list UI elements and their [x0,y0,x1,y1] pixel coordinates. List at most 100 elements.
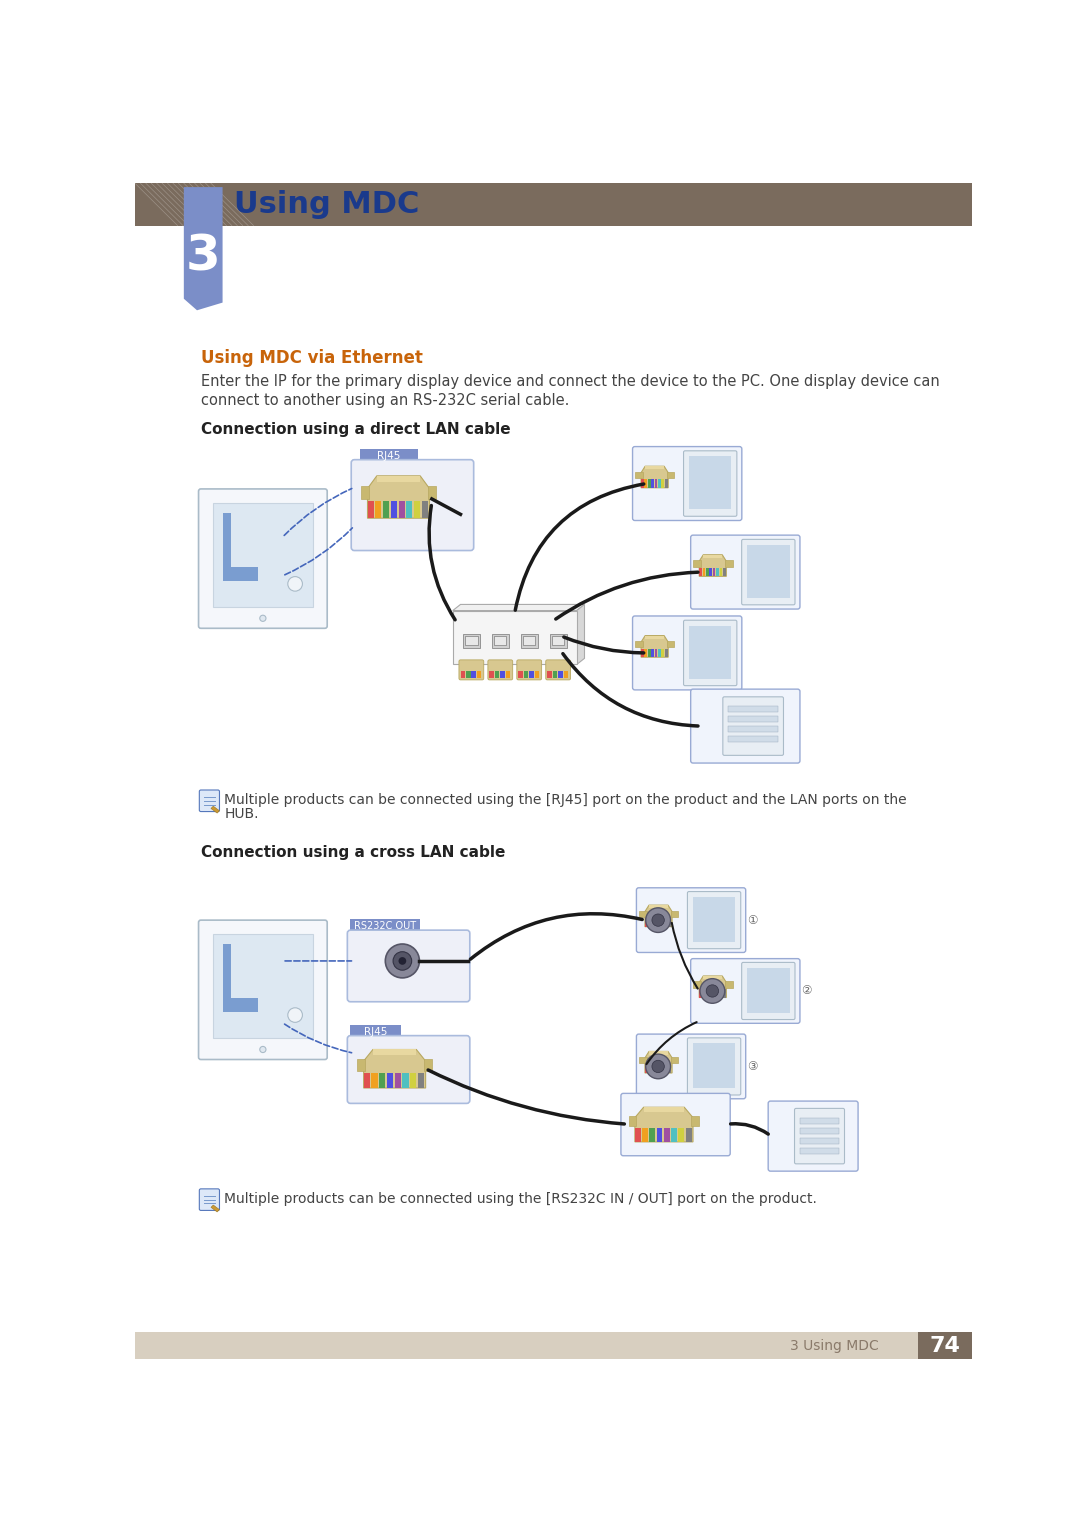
Polygon shape [577,605,584,664]
Bar [725,560,732,567]
Text: Connection using a direct LAN cable: Connection using a direct LAN cable [201,421,511,437]
Bar [648,649,650,657]
Bar [723,989,726,997]
Bar [648,1064,651,1073]
Bar [658,649,661,657]
Bar [728,705,778,712]
Polygon shape [377,476,420,483]
Text: RJ45: RJ45 [377,450,400,461]
Bar [651,479,654,487]
Bar [747,545,789,599]
FancyBboxPatch shape [459,660,484,680]
Bar [635,641,643,647]
Bar [689,626,731,678]
Bar [723,568,726,576]
Bar [463,634,480,649]
Bar [406,501,413,518]
Bar [651,1064,654,1073]
Bar [379,1072,386,1089]
Text: RS232C OUT: RS232C OUT [354,921,417,931]
Polygon shape [645,906,672,927]
Bar [666,472,674,478]
FancyBboxPatch shape [691,959,800,1023]
Bar [635,472,643,478]
FancyBboxPatch shape [200,789,219,811]
Bar [658,479,661,487]
Bar [364,1072,369,1089]
Bar [465,637,477,646]
FancyBboxPatch shape [795,1109,845,1164]
Text: ③: ③ [747,1060,758,1073]
Bar [638,1057,647,1063]
Bar [643,1128,648,1142]
Bar [800,1148,839,1154]
Bar [728,736,778,742]
Bar [360,449,418,463]
Circle shape [652,915,664,927]
Text: ①: ① [747,913,758,927]
FancyBboxPatch shape [636,1034,745,1099]
FancyBboxPatch shape [691,534,800,609]
Bar [703,989,705,997]
Bar [666,641,674,647]
Bar [422,501,428,518]
Bar [476,670,482,678]
FancyBboxPatch shape [768,1101,859,1171]
Bar [394,1072,401,1089]
Bar [491,634,509,649]
Bar [387,1072,393,1089]
Bar [710,989,712,997]
Circle shape [260,1046,266,1052]
Circle shape [393,951,411,970]
Bar [524,670,528,678]
FancyBboxPatch shape [348,1035,470,1104]
Bar [671,1128,677,1142]
Circle shape [700,979,725,1003]
FancyBboxPatch shape [348,930,470,1002]
FancyBboxPatch shape [621,1093,730,1156]
Bar [350,1025,401,1038]
Text: HUB.: HUB. [225,806,258,822]
Polygon shape [649,1052,669,1055]
Text: ②: ② [801,985,812,997]
Circle shape [399,957,406,965]
Polygon shape [373,1049,416,1055]
Polygon shape [699,976,727,997]
Bar [662,1064,664,1073]
Text: Enter the IP for the primary display device and connect the device to the PC. On: Enter the IP for the primary display dev… [201,374,940,389]
Bar [414,501,420,518]
Bar [800,1118,839,1124]
Bar [656,918,658,927]
Polygon shape [699,554,727,576]
FancyBboxPatch shape [633,446,742,521]
Bar [222,999,258,1012]
Bar [403,1072,408,1089]
Bar [689,457,731,510]
Bar [471,670,476,678]
Bar [669,918,672,927]
Polygon shape [645,635,664,638]
Polygon shape [645,1052,672,1073]
Circle shape [706,985,718,997]
Bar [693,896,735,942]
Bar [645,918,648,927]
Bar [669,1064,672,1073]
Bar [453,611,577,664]
Polygon shape [367,476,430,518]
Bar [222,567,258,580]
Bar [656,1064,658,1073]
Bar [548,670,552,678]
Bar [661,479,664,487]
Bar [713,568,715,576]
Bar [648,479,650,487]
Bar [629,1116,636,1127]
FancyBboxPatch shape [742,962,795,1020]
Bar [693,1043,735,1089]
Bar [645,1064,648,1073]
Bar [362,487,369,499]
Text: RJ45: RJ45 [364,1026,387,1037]
Bar [664,1128,670,1142]
Bar [521,634,538,649]
Bar [693,982,701,988]
Bar [645,479,647,487]
